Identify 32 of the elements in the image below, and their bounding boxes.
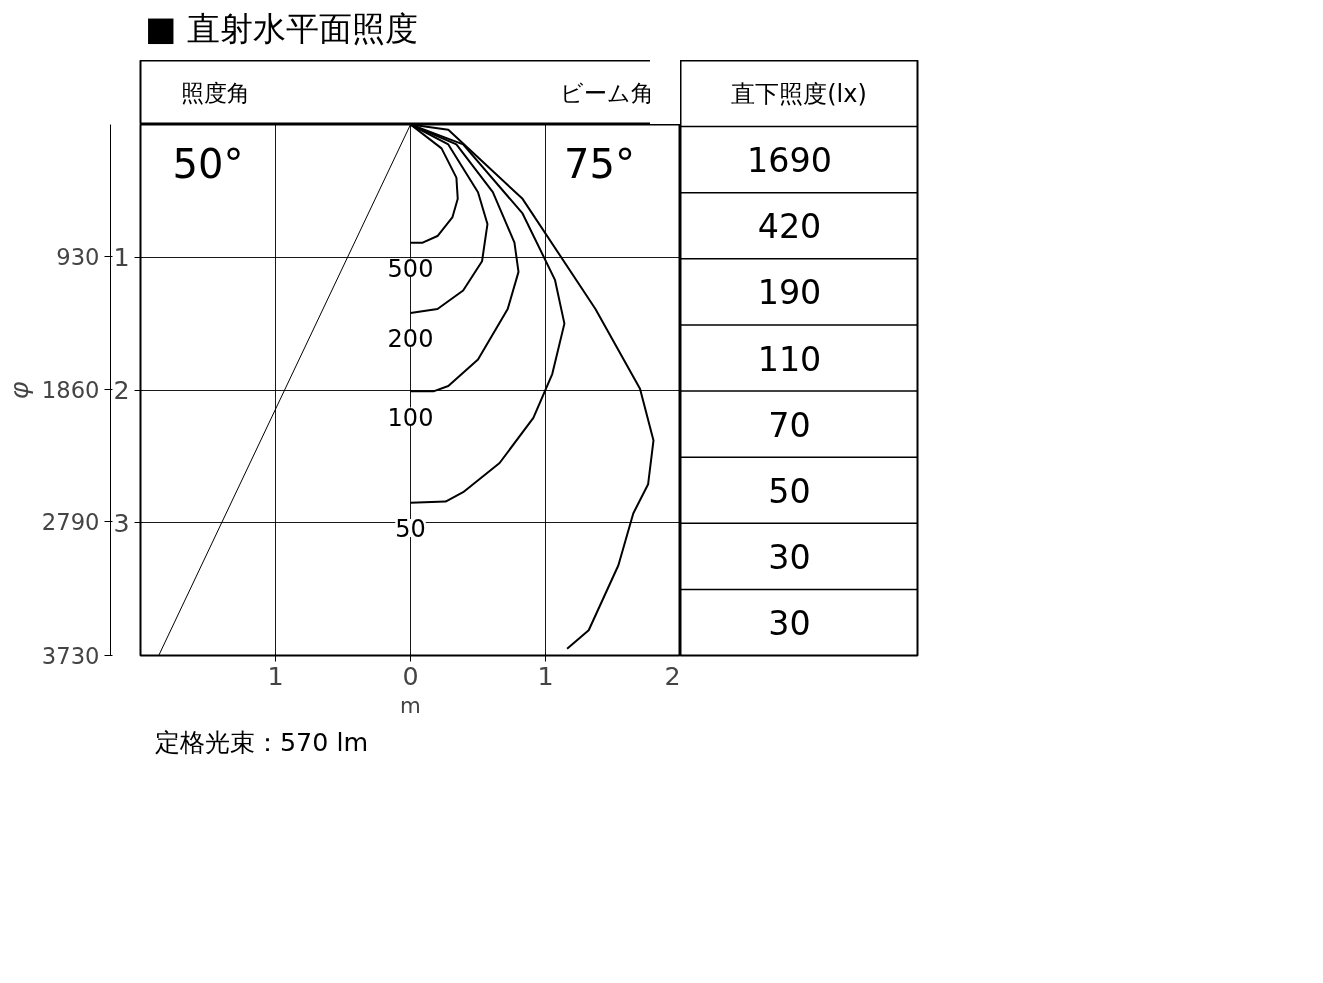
- annotation: 50°: [172, 141, 244, 188]
- x-tick-label: 1: [537, 660, 554, 691]
- x-tick-label: 0: [402, 660, 419, 691]
- text: 1690: [747, 141, 832, 181]
- series-label: 500: [387, 254, 434, 283]
- text: 420: [757, 207, 822, 247]
- y-tick-label: 1: [113, 242, 130, 273]
- x-tick-label: 1: [267, 660, 284, 691]
- text: 30: [768, 603, 811, 643]
- y2-axis-title: φ: [3, 381, 34, 399]
- y2-tick-label: 930: [56, 244, 100, 271]
- series-label: 100: [387, 403, 434, 432]
- x-axis-title: m: [400, 692, 421, 718]
- text: 190: [757, 273, 822, 313]
- text: 70: [768, 405, 811, 445]
- text: 110: [757, 339, 822, 379]
- series-label: 50: [395, 515, 426, 544]
- text: ビーム角: [559, 79, 654, 106]
- y2-tick-label: 2790: [41, 509, 100, 536]
- y-tick-label: 2: [113, 375, 130, 405]
- y-tick-label: 3: [113, 507, 130, 538]
- text: 照度角: [181, 79, 250, 106]
- x-tick-label: 2: [664, 660, 681, 691]
- text: 30: [768, 537, 811, 577]
- y2-tick-label: 3730: [41, 643, 100, 669]
- text: 50: [768, 471, 811, 511]
- chart-title: ■ 直射水平面照度: [145, 8, 419, 50]
- y2-tick-label: 1860: [41, 376, 100, 403]
- annotation: 75°: [564, 141, 635, 188]
- text: 直下照度(lx): [731, 79, 867, 108]
- text: 定格光束：570 lm: [155, 726, 369, 759]
- series-label: 200: [387, 325, 434, 354]
